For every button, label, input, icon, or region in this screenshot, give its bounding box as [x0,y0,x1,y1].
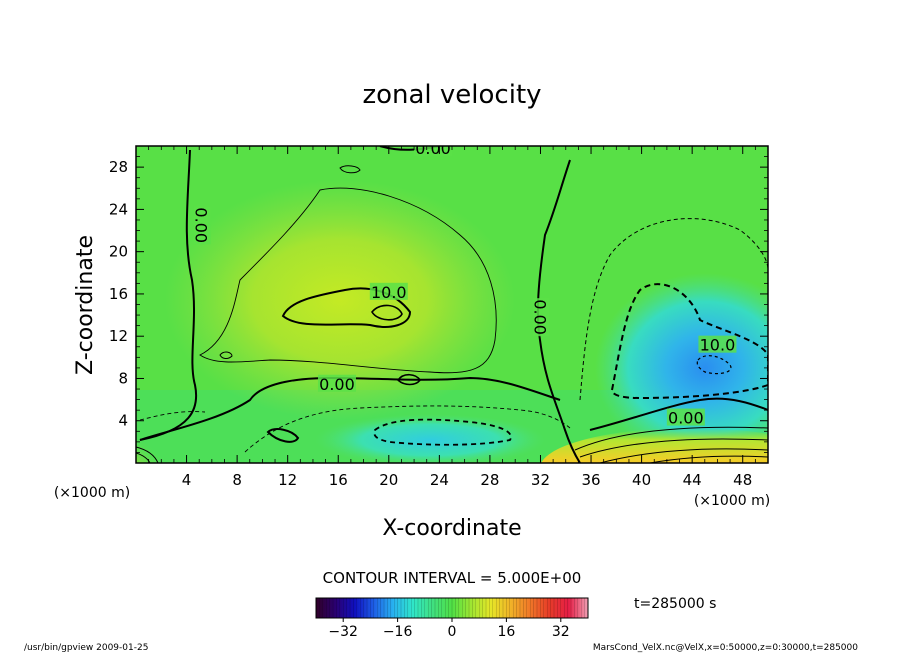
contour-label-bg [532,298,550,337]
contour-label-bg [666,408,705,426]
contour-corner-2 [136,452,151,463]
x-tick-label: 4 [182,471,192,489]
contour-label: 0.00 [192,207,211,243]
bottom-negative-shade [315,414,545,463]
colorbar-tick-label: 0 [448,624,457,640]
colorbar-tick-label: 32 [552,624,570,640]
y-axis: 4 8 12 16 20 24 28 [109,156,768,453]
contour-interval-text: CONTOUR INTERVAL = 5.000E+00 [323,569,582,587]
contour-positive-jet-3 [599,448,768,463]
contour-label: 10.0 [371,283,407,302]
contour-positive-jet-1 [574,426,768,451]
colorbar-tick-label: 16 [497,624,515,640]
x-tick-label: 16 [329,471,348,489]
contour-ten-positive [281,287,412,328]
contour-neg-five-bottom-wide [244,405,571,453]
contour-zero-center-vertical [536,159,581,463]
contour-positive-jet-4 [649,455,768,463]
x-tick-label: 28 [480,471,499,489]
contour-label-bg [193,206,211,245]
contour-neg-five-right [579,218,768,401]
x-unit-label: (×1000 m) [694,493,770,509]
contour-label: 10.0 [700,336,736,355]
contour-label: 0.00 [415,139,451,158]
y-tick-label: 28 [109,158,128,176]
y-tick-label: 24 [109,200,128,218]
plot-area: 0.00 0.00 10.0 0.00 0.00 10.0 0.00 [136,139,768,463]
x-tick-label: 12 [278,471,297,489]
contour-zero-right [589,397,768,431]
contour-positive-jet-2 [579,438,768,458]
contour-label-bg [698,335,737,353]
colorbar-tick-label: −16 [383,624,413,640]
colorbar-ticks: −32 −16 0 16 32 [328,618,570,640]
x-axis-label: X-coordinate [382,516,521,541]
contour-label: 0.00 [319,375,355,394]
bottom-right-jet-shade [541,428,768,463]
contour-label-bg [317,374,356,392]
contour-corner-1 [136,446,159,463]
colorbar-stripes [319,598,585,618]
footer-right: MarsCond_VelX.nc@VelX,x=0:50000,z=0:3000… [593,643,858,653]
contour-labels: 0.00 0.00 10.0 0.00 0.00 10.0 0.00 [192,139,737,428]
contour-small-loop-d [219,351,233,359]
contour-small-loop-c [339,165,361,174]
contour-neg-lower-left [139,411,206,421]
x-tick-label: 44 [683,471,702,489]
y-axis-label: Z-coordinate [73,235,98,375]
x-axis: 4 8 12 16 20 24 28 32 36 40 44 48 [148,146,756,489]
x-tick-label: 36 [581,471,600,489]
x-tick-label: 48 [733,471,752,489]
z-unit-label: (×1000 m) [54,485,130,501]
time-text: t=285000 s [634,596,716,612]
contour-neg-ten-right [610,283,768,400]
positive-core-shade [165,180,515,420]
contour-small-loop-a [266,428,300,443]
contour-label-bg [369,282,408,300]
colorbar: −32 −16 0 16 32 [315,597,589,640]
y-tick-label: 12 [109,327,128,345]
y-tick-label: 4 [118,412,128,430]
x-tick-label: 24 [430,471,449,489]
contour-label-bg [414,146,453,157]
y-tick-label: 8 [118,369,128,387]
x-tick-label: 8 [232,471,242,489]
footer-left: /usr/bin/gpview 2009-01-25 [24,643,148,653]
colorbar-tick-label: −32 [328,624,358,640]
contour-label: 0.00 [530,299,549,335]
contour-zero-left [139,149,198,441]
x-tick-label: 32 [531,471,550,489]
contour-ten-positive-inner [371,304,403,321]
y-tick-label: 20 [109,243,128,261]
bottom-left-corner-shade [136,427,176,463]
x-tick-label: 20 [379,471,398,489]
contour-small-loop-b [396,373,421,386]
contour-label: 0.00 [668,409,704,428]
contour-neg-five-bottom [373,418,512,446]
contour-five-positive [199,187,497,374]
y-tick-label: 16 [109,285,128,303]
x-tick-label: 40 [632,471,651,489]
chart-title: zonal velocity [362,80,541,110]
